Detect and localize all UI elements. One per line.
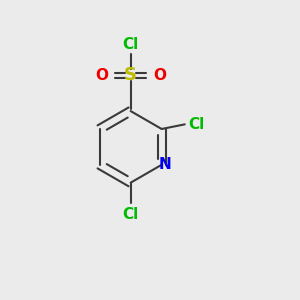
Text: O: O (153, 68, 166, 83)
Text: Cl: Cl (122, 37, 139, 52)
Text: O: O (95, 68, 108, 83)
Text: Cl: Cl (188, 117, 205, 132)
Text: Cl: Cl (122, 207, 139, 222)
Text: S: S (124, 66, 137, 84)
Text: N: N (159, 157, 172, 172)
